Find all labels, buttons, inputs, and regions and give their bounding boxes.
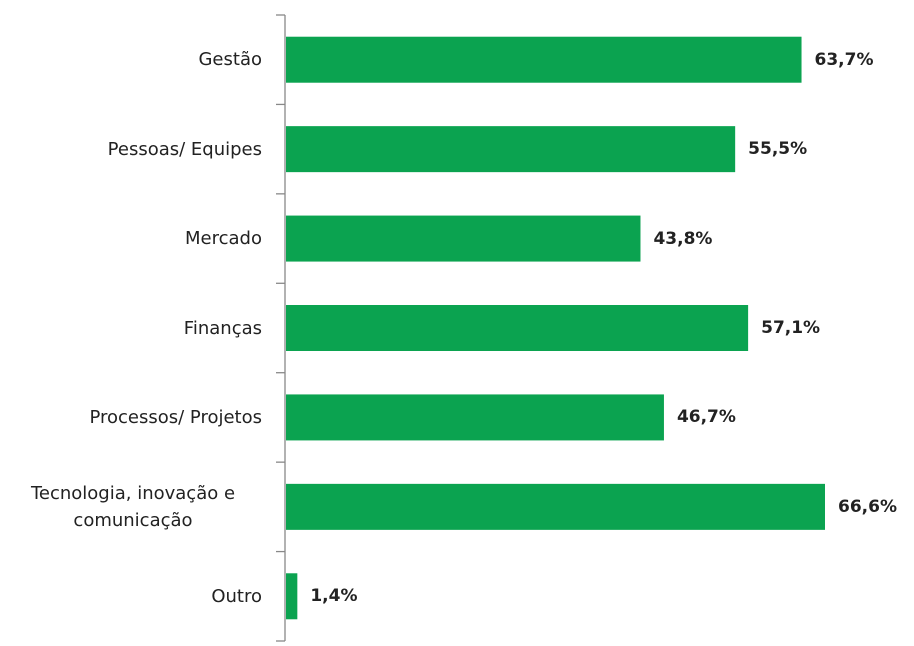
value-label: 46,7% [677,402,736,432]
category-label: Finanças [0,288,262,368]
value-label-text: 57,1% [761,318,821,338]
bar [286,36,802,83]
value-label-text: 55,5% [748,139,808,160]
category-label-text: Processos/ Projetos [89,406,262,428]
value-label-text: 66,6% [838,496,897,517]
value-label: 55,5% [748,134,807,164]
bar [286,573,298,620]
category-label: Outro [0,556,262,636]
value-label: 1,4% [310,581,357,611]
category-label-text: Pessoas/ Equipes [107,138,262,160]
category-label: Tecnologia, inovação e comunicação [0,467,262,547]
bar [286,394,664,441]
value-label: 66,6% [838,492,897,522]
bar [286,215,641,262]
category-label-text: Tecnologia, inovação e comunicação [30,482,236,531]
category-label-text: Mercado [185,228,262,250]
bar [286,305,749,351]
value-label-text: 46,7% [676,407,736,428]
bar [286,126,736,173]
value-label-text: 63,7% [814,49,874,70]
value-label-text: 43,8% [653,228,713,249]
value-label: 63,7% [815,45,874,75]
value-label: 57,1% [761,313,820,343]
bar [286,483,825,530]
value-label-text: 1,4% [310,586,358,607]
category-label: Processos/ Projetos [0,377,262,457]
value-label: 43,8% [653,224,712,254]
category-label-text: Finanças [183,317,262,339]
category-label: Pessoas/ Equipes [0,109,262,189]
category-label-text: Outro [211,585,262,607]
category-label-text: Gestão [198,49,262,71]
category-label: Mercado [0,199,262,279]
category-label: Gestão [0,20,262,100]
